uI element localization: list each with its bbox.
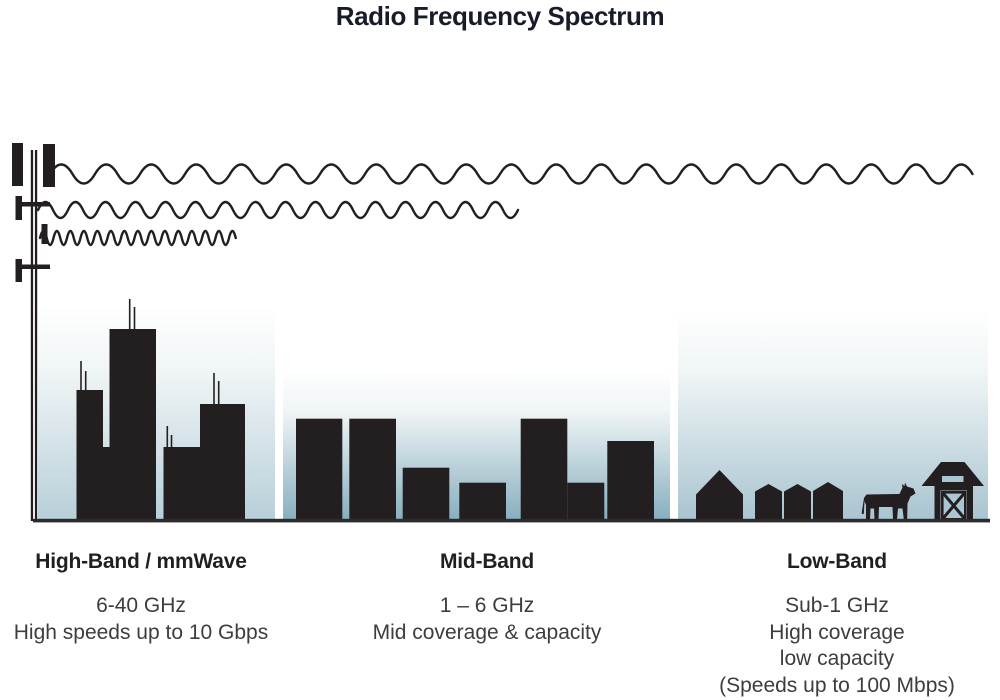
low-band-description: High coverage <box>769 620 905 644</box>
building <box>567 482 605 521</box>
low-band-frequency: Sub-1 GHz <box>785 594 889 617</box>
tower-crossbar <box>16 264 50 269</box>
radio-waves <box>36 163 974 247</box>
barn-door-cross <box>941 491 967 520</box>
rooftop-antennas <box>80 299 220 447</box>
high-band-title: High-Band / mmWave <box>35 550 247 573</box>
barn-roof <box>921 462 984 486</box>
mid-band-description: Mid coverage & capacity <box>372 620 602 644</box>
skyscraper <box>200 404 245 521</box>
mid-band-label-block: Mid-Band 1 – 6 GHz Mid coverage & capaci… <box>347 551 627 646</box>
high-band-label-block: High-Band / mmWave 6-40 GHz High speeds … <box>1 551 281 646</box>
antenna-panel <box>43 144 55 187</box>
antenna-element <box>41 224 48 244</box>
high-band-description: High speeds up to 10 Gbps <box>13 620 269 644</box>
house-icon <box>696 470 743 521</box>
building <box>459 482 506 521</box>
tower-mast <box>34 150 38 521</box>
city-skyline-icon <box>76 299 245 521</box>
skyscraper <box>163 447 200 521</box>
cell-tower-icon <box>12 143 55 521</box>
midband-buildings-icon <box>296 418 654 521</box>
skyscraper <box>103 447 110 521</box>
building <box>402 467 450 521</box>
rural-scene-icon <box>696 462 984 521</box>
house-icon <box>813 482 843 521</box>
skyscraper <box>76 390 103 521</box>
building <box>607 441 654 521</box>
antenna-panel <box>12 143 23 186</box>
building <box>296 418 343 521</box>
cow-icon <box>861 482 916 520</box>
ground-line <box>33 518 990 523</box>
short-wavelength-wave-icon <box>38 229 237 247</box>
building <box>520 418 568 521</box>
low-band-label-block: Low-Band Sub-1 GHz High coverage low cap… <box>687 551 987 699</box>
long-wavelength-wave-icon <box>48 163 974 185</box>
house-icon <box>755 484 782 521</box>
skyscraper <box>109 329 156 521</box>
antenna-element <box>15 259 22 282</box>
low-band-title: Low-Band <box>787 550 887 573</box>
tower-mast <box>30 150 34 521</box>
low-band-description: (Speeds up to 100 Mbps) <box>719 673 955 697</box>
barn-icon <box>921 462 984 521</box>
hayloft-opening <box>942 476 964 482</box>
house-icon <box>784 484 811 521</box>
page-title: Radio Frequency Spectrum <box>335 1 665 31</box>
tower-crossbar <box>16 202 50 207</box>
low-band-description: low capacity <box>779 647 895 671</box>
antenna-element <box>15 196 22 220</box>
medium-wavelength-wave-icon <box>36 200 520 220</box>
building <box>349 418 396 521</box>
mid-band-title: Mid-Band <box>439 550 535 573</box>
mid-band-frequency: 1 – 6 GHz <box>439 594 535 617</box>
high-band-frequency: 6-40 GHz <box>96 594 186 617</box>
